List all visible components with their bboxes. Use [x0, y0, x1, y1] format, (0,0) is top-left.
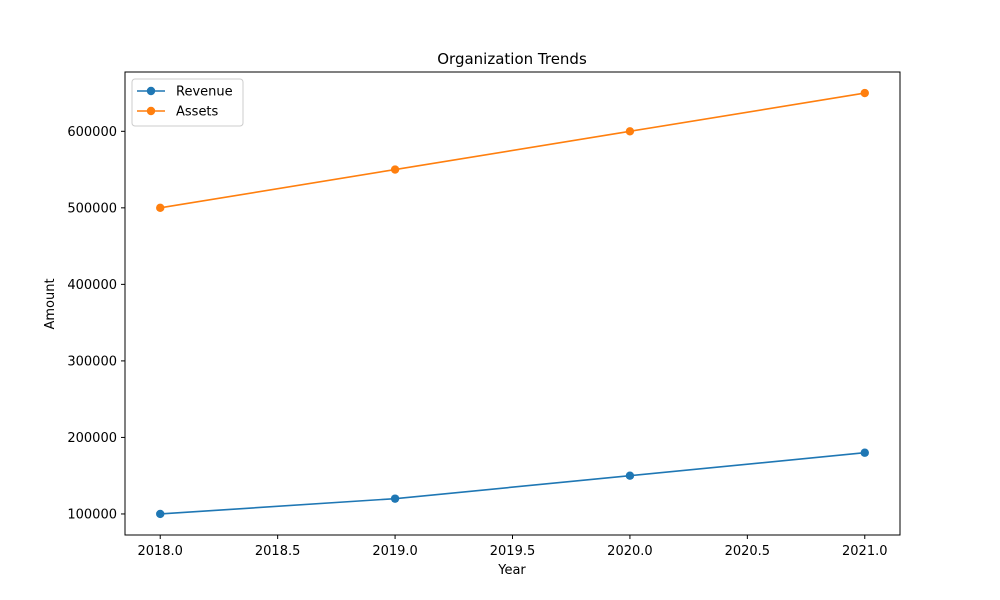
data-point-revenue: [860, 448, 869, 457]
x-axis-label: Year: [497, 563, 526, 578]
data-point-revenue: [625, 471, 635, 480]
x-tick-label: 2019.0: [372, 544, 418, 559]
data-point-assets: [156, 203, 165, 213]
data-point-assets: [390, 165, 400, 174]
y-tick-label: 100000: [67, 507, 117, 522]
legend-label-assets: Assets: [176, 105, 219, 120]
y-tick-label: 300000: [67, 354, 117, 369]
data-point-assets: [860, 88, 869, 98]
x-tick-label: 2018.0: [137, 544, 183, 559]
legend: Revenue Assets: [131, 78, 244, 127]
data-point-revenue: [390, 494, 400, 503]
y-tick-label: 600000: [67, 125, 117, 140]
legend-marker-revenue: [146, 86, 156, 96]
y-tick-label: 400000: [67, 278, 117, 293]
y-tick-label: 200000: [67, 431, 117, 446]
data-point-revenue: [156, 509, 165, 519]
series-line-assets: [160, 92, 865, 209]
chart-title: Organization Trends: [437, 50, 587, 68]
x-tick-label: 2020.5: [725, 544, 771, 559]
y-tick-label: 500000: [67, 201, 117, 216]
legend-label-revenue: Revenue: [176, 85, 233, 100]
x-tick-label: 2020.0: [607, 544, 653, 559]
plot-area: 2018.0 2018.5 2019.0 2019.5 2020.0 2020.5 2021…: [67, 71, 901, 559]
x-tick-label: 2019.5: [490, 544, 536, 559]
x-tick-label: 2021.0: [842, 544, 888, 559]
legend-marker-assets: [146, 106, 156, 116]
series-line-revenue: [160, 451, 865, 515]
x-tick-label: 2018.5: [255, 544, 301, 559]
y-axis-label: Amount: [43, 278, 58, 329]
data-point-assets: [625, 127, 635, 136]
